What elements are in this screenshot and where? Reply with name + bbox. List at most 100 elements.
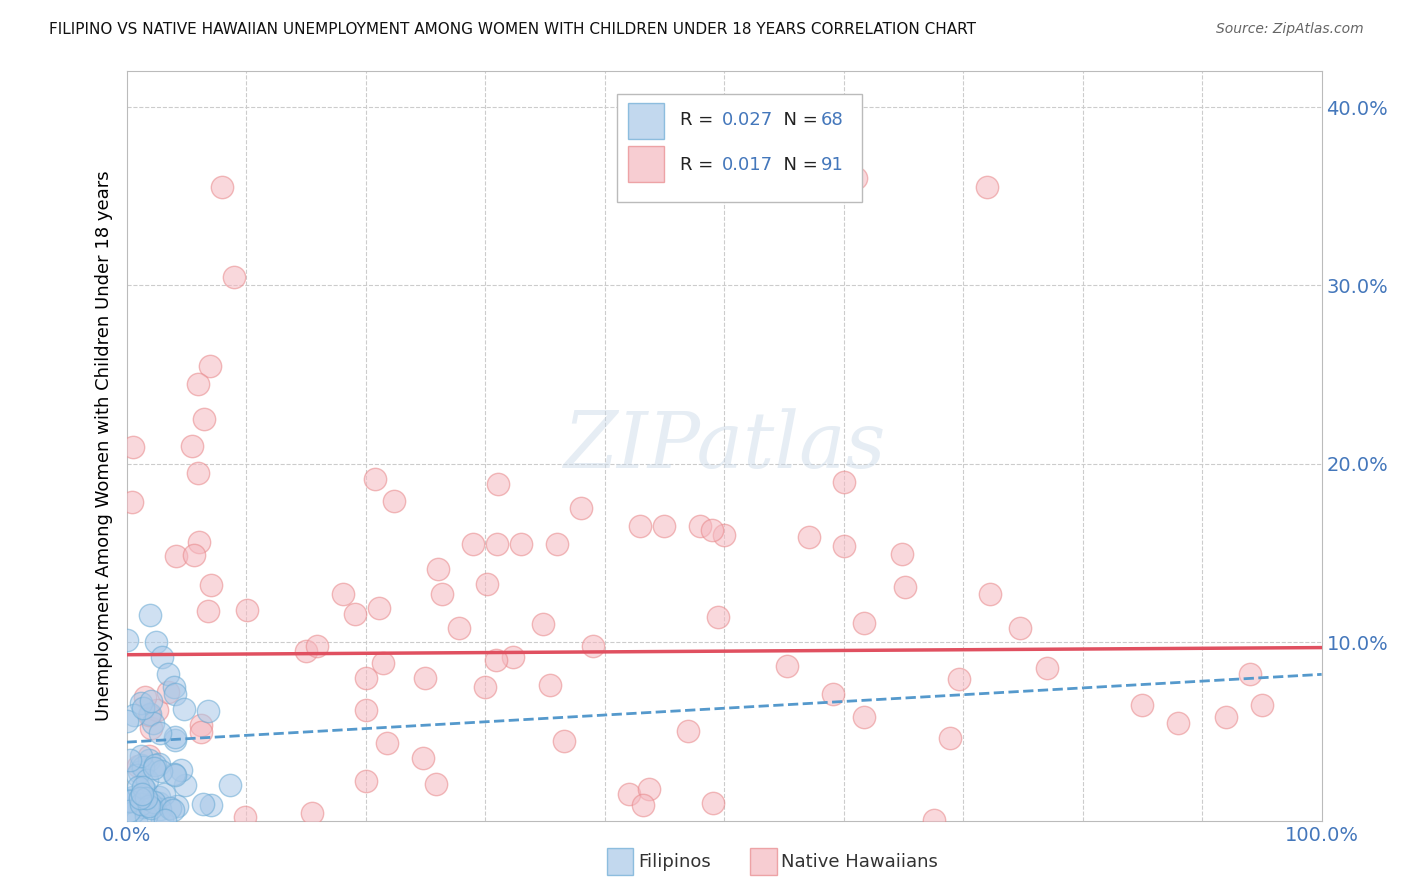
Point xyxy=(121,495,143,509)
Point xyxy=(127,758,149,772)
Point xyxy=(162,803,184,817)
Text: R =: R = xyxy=(681,112,718,129)
Point xyxy=(1239,666,1261,681)
Point xyxy=(117,794,139,808)
Point xyxy=(148,756,170,771)
Text: Source: ZipAtlas.com: Source: ZipAtlas.com xyxy=(1216,22,1364,37)
Text: 68: 68 xyxy=(821,112,844,129)
Text: R =: R = xyxy=(681,156,718,174)
Point xyxy=(939,731,962,745)
Point xyxy=(332,587,354,601)
Point xyxy=(165,549,187,564)
Point xyxy=(486,476,509,491)
Point xyxy=(124,708,146,723)
Point xyxy=(149,726,172,740)
Point xyxy=(222,269,246,284)
Point xyxy=(163,733,186,747)
Point xyxy=(157,667,180,681)
Text: Filipinos: Filipinos xyxy=(638,853,711,871)
Point xyxy=(502,649,524,664)
Point xyxy=(129,748,152,763)
Point xyxy=(553,734,575,748)
Point xyxy=(531,617,554,632)
Point xyxy=(152,787,174,801)
Point xyxy=(150,812,173,826)
Point xyxy=(354,671,377,685)
Point xyxy=(200,578,222,592)
Point xyxy=(139,608,162,623)
Point xyxy=(638,782,661,797)
Point xyxy=(173,702,195,716)
Point xyxy=(163,688,186,702)
Point xyxy=(1036,661,1059,675)
Point xyxy=(426,562,449,576)
Point xyxy=(948,673,970,687)
Text: Native Hawaiians: Native Hawaiians xyxy=(782,853,938,871)
Point xyxy=(190,725,212,739)
Text: 91: 91 xyxy=(821,156,844,174)
Point xyxy=(125,814,148,828)
Point xyxy=(412,751,434,765)
Point xyxy=(129,696,152,710)
FancyBboxPatch shape xyxy=(616,94,862,202)
Point xyxy=(633,798,655,813)
Point xyxy=(150,764,173,778)
Point xyxy=(173,778,195,792)
Point xyxy=(776,659,799,673)
Point xyxy=(1250,698,1272,712)
Point xyxy=(853,710,876,724)
Text: 0.027: 0.027 xyxy=(721,112,773,129)
Point xyxy=(617,787,640,801)
Point xyxy=(1167,715,1189,730)
Point xyxy=(890,547,912,561)
Point xyxy=(163,767,186,781)
Point xyxy=(475,576,498,591)
Point xyxy=(134,690,156,705)
Point xyxy=(187,376,209,391)
Point xyxy=(364,472,387,486)
Point xyxy=(702,796,724,810)
Point xyxy=(413,671,436,685)
Point xyxy=(343,607,366,622)
Point xyxy=(183,548,205,562)
Point xyxy=(447,621,470,635)
Point xyxy=(211,180,233,194)
Point xyxy=(713,528,735,542)
Point xyxy=(127,780,149,795)
Point xyxy=(485,653,508,667)
Point xyxy=(135,790,157,805)
Point xyxy=(294,644,316,658)
Point xyxy=(676,724,699,739)
Point xyxy=(135,772,157,787)
Point xyxy=(486,537,509,551)
Point xyxy=(628,519,651,533)
Point xyxy=(143,761,166,775)
Point xyxy=(142,715,165,730)
Point xyxy=(832,539,855,553)
Point xyxy=(128,764,150,779)
Text: 0.017: 0.017 xyxy=(721,156,773,174)
Point xyxy=(197,704,219,718)
Point xyxy=(138,753,160,767)
Point xyxy=(1010,621,1032,635)
Point xyxy=(134,783,156,797)
Point xyxy=(131,797,153,811)
Point xyxy=(235,603,257,617)
Point xyxy=(169,763,191,777)
Point xyxy=(132,760,155,774)
Point xyxy=(139,694,162,708)
Point xyxy=(141,721,163,735)
Text: ZIPatlas: ZIPatlas xyxy=(562,408,886,484)
Point xyxy=(233,810,256,824)
Point xyxy=(159,801,181,815)
Point xyxy=(474,680,496,694)
Point xyxy=(138,748,160,763)
Point xyxy=(371,656,394,670)
Point xyxy=(132,799,155,814)
Point xyxy=(706,609,728,624)
Point xyxy=(129,790,152,805)
Point xyxy=(149,802,172,816)
Point xyxy=(569,501,592,516)
Point xyxy=(582,639,605,653)
Point xyxy=(188,534,211,549)
